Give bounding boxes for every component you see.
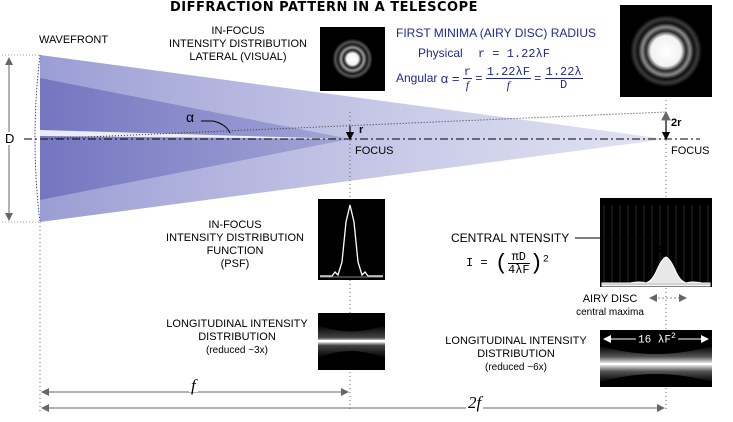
intensity-power: 2 — [542, 254, 549, 266]
airy-disc-caption: AIRY DISC central maxima — [572, 293, 648, 319]
alpha-pointer — [201, 120, 231, 134]
frac-f2-num: 1.22λ — [544, 65, 583, 79]
airy-physical-row: Physical r = 1.22λF — [418, 47, 550, 61]
physical-formula: r = 1.22λF — [477, 47, 550, 61]
angle-wedge — [40, 130, 350, 139]
frac-f1-den: f — [506, 78, 510, 92]
frac-f1: 1.22λF f — [485, 65, 531, 92]
psf-line4: (PSF) — [220, 258, 250, 270]
intensity-den: 4λF — [508, 263, 530, 277]
diagram-title: DIFFRACTION PATTERN IN A TELESCOPE — [170, 0, 478, 15]
dimension-2f-label: 2f — [466, 393, 484, 412]
long-right-line1: LONGITUDINAL INTENSITY — [445, 335, 587, 347]
psf-line1: IN-FOCUS — [208, 219, 262, 231]
infocus-visual-line2: INTENSITY DISTRIBUTION — [169, 38, 307, 50]
focus-label-f: FOCUS — [355, 145, 394, 157]
airy-disc-line2: central maxima — [576, 307, 644, 318]
psf-caption: IN-FOCUS INTENSITY DISTRIBUTION FUNCTION… — [160, 219, 310, 271]
angle-label: α — [186, 109, 195, 125]
psf-curve-large — [601, 256, 711, 287]
physical-label: Physical — [418, 46, 463, 60]
infocus-visual-line3: LATERAL (VISUAL) — [189, 51, 287, 63]
focus-label-2f: FOCUS — [671, 145, 710, 157]
intensity-frac: πD 4λF — [508, 251, 530, 276]
wavefront-arc — [34, 54, 41, 223]
dimension-f-label: f — [189, 376, 198, 395]
frac-r-den: f — [465, 78, 470, 92]
long-left-line1: LONGITUDINAL INTENSITY — [166, 318, 308, 330]
central-intensity-pointer — [575, 237, 665, 255]
central-intensity-label: CENTRAL NTENSITY — [451, 231, 570, 245]
long-left-line2: DISTRIBUTION — [198, 331, 276, 343]
length-right-power: 2 — [671, 332, 676, 341]
angular-label: Angular — [396, 71, 438, 85]
length-right-text: 16 λF — [638, 334, 672, 347]
wavefront-label: WAVEFRONT — [39, 34, 109, 46]
infocus-visual-caption: IN-FOCUS INTENSITY DISTRIBUTION LATERAL … — [168, 25, 308, 64]
airy-radius-heading: FIRST MINIMA (AIRY DISC) RADIUS — [396, 26, 597, 40]
length-right-label: 16 λF2 — [636, 330, 678, 348]
infocus-visual-line1: IN-FOCUS — [211, 25, 265, 37]
frac-f2: 1.22λ D — [544, 65, 583, 92]
psf-curve-small — [320, 204, 383, 277]
frac-r-num: r — [462, 65, 472, 79]
aperture-label: D — [4, 131, 16, 146]
frac-f2-den: D — [560, 78, 568, 92]
long-right-caption: LONGITUDINAL INTENSITY DISTRIBUTION (red… — [441, 335, 591, 374]
psf-line2: INTENSITY DISTRIBUTION — [166, 232, 304, 244]
intensity-num: πD — [508, 251, 530, 264]
long-right-line2: DISTRIBUTION — [477, 348, 555, 360]
intensity-lhs: I = — [466, 256, 488, 270]
long-right-line3: (reduced ~6x) — [485, 362, 547, 373]
radius2-label: 2r — [671, 117, 682, 129]
radius-label: r — [359, 124, 364, 136]
long-left-line3: (reduced ~3x) — [206, 345, 268, 356]
alpha-eq: α = — [440, 71, 460, 86]
eq-sign-2: = — [534, 71, 542, 85]
long-left-caption: LONGITUDINAL INTENSITY DISTRIBUTION (red… — [162, 318, 312, 357]
airy-disc-line1: AIRY DISC — [582, 293, 638, 305]
psf-line3: FUNCTION — [206, 245, 264, 257]
central-intensity-formula: I = (πD 4λF)2 — [466, 250, 549, 277]
angle-ray — [39, 111, 667, 140]
frac-f1-num: 1.22λF — [485, 65, 531, 79]
eq-sign-1: = — [475, 71, 483, 85]
